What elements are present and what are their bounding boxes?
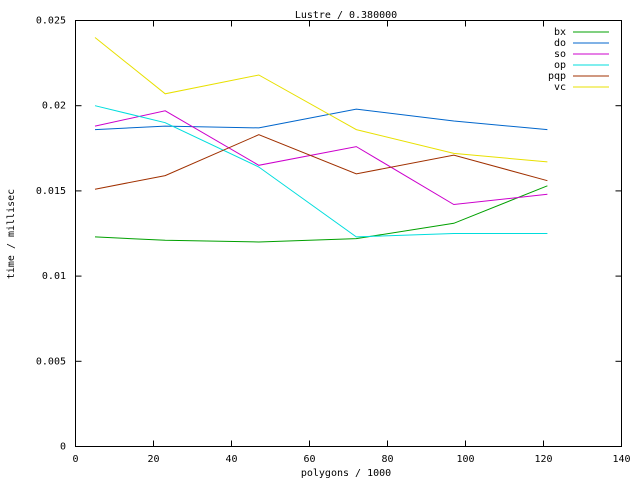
x-tick-label: 80 <box>381 454 393 465</box>
legend-label: bx <box>554 27 566 38</box>
series-lines <box>94 37 548 243</box>
series-line-vc <box>94 37 548 163</box>
series-line-do <box>94 108 548 131</box>
x-tick-label: 100 <box>456 454 474 465</box>
axes: 0 20 40 60 80 100 120 140 0 0.005 0.01 0.015 0.02 0.0… <box>36 16 631 466</box>
y-tick-label: 0.01 <box>42 271 66 282</box>
legend-label: pqp <box>548 71 566 82</box>
x-tick-label: 140 <box>612 454 630 465</box>
chart-title: Lustre / 0.380000 <box>295 10 397 21</box>
y-tick-label: 0.015 <box>36 186 66 197</box>
legend-label: do <box>554 38 566 49</box>
y-tick-label: 0.005 <box>36 356 66 367</box>
y-tick-label: 0.025 <box>36 16 66 27</box>
legend-label: so <box>554 49 566 60</box>
legend-label: vc <box>554 82 566 93</box>
y-axis-label: time / millisec <box>6 189 17 279</box>
series-line-so <box>94 110 548 206</box>
x-axis-label: polygons / 1000 <box>301 468 391 479</box>
plot-frame <box>75 20 622 447</box>
x-tick-label: 0 <box>72 454 78 465</box>
y-tick-label: 0 <box>60 442 66 453</box>
y-tick-label: 0.02 <box>42 101 66 112</box>
series-line-op <box>94 105 548 238</box>
x-tick-label: 20 <box>147 454 159 465</box>
series-line-pqp <box>94 134 548 190</box>
series-line-bx <box>94 185 548 243</box>
legend-label: op <box>554 60 566 71</box>
x-tick-label: 120 <box>534 454 552 465</box>
x-tick-label: 40 <box>225 454 237 465</box>
x-tick-label: 60 <box>303 454 315 465</box>
